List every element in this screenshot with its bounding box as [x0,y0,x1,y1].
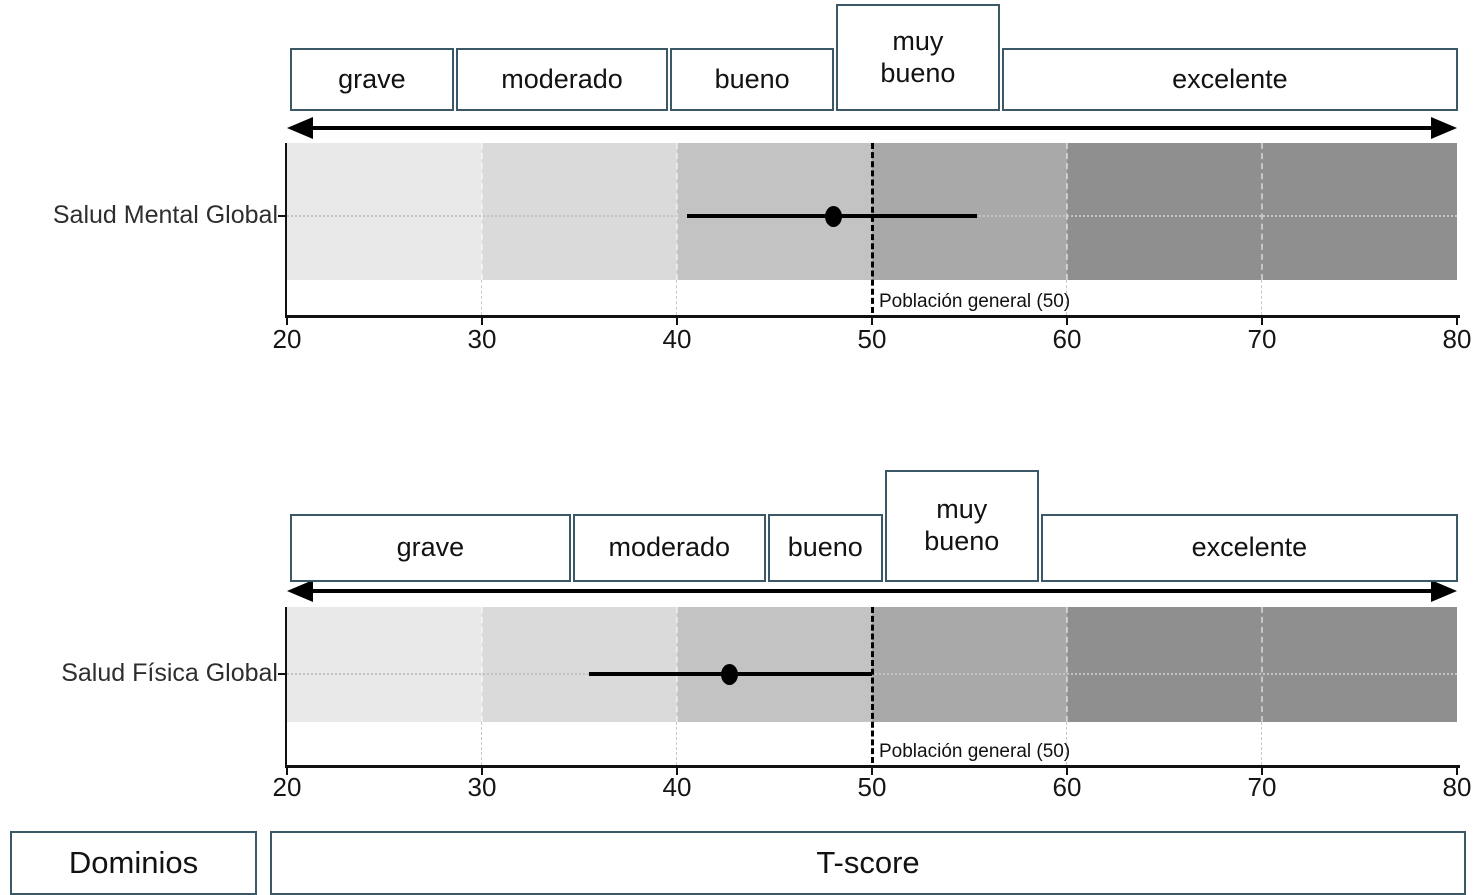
axis-gridline [1261,280,1262,315]
category-label: grave [338,63,406,94]
category-label: bueno [787,532,863,563]
x-axis-tick [481,768,483,775]
axis-gridline [676,280,677,315]
category-label: moderado [501,63,623,94]
category-box-muy-bueno: muy bueno [836,4,1000,111]
x-axis-tick-label: 20 [272,324,302,354]
score-band-segment [482,143,677,280]
band-gridline [676,607,678,722]
category-box-moderado: moderado [455,48,669,111]
category-label: excelente [1191,532,1308,563]
axis-gridline [676,722,677,765]
x-axis-tick [1456,318,1458,325]
point-marker [721,663,739,685]
row-label: Salud Física Global [61,659,278,687]
category-box-grave: grave [290,514,571,582]
tscore-axis-title-box: T-score [270,831,1466,895]
dominios-box: Dominios [10,831,257,895]
category-box-excelente: excelente [1040,514,1458,582]
band-gridline [481,143,483,280]
arrowhead-right-icon [1431,117,1457,139]
x-axis-line [285,315,1460,318]
category-label: muy bueno [924,494,1000,556]
tscore-label: T-score [816,845,920,880]
category-box-grave: grave [290,48,454,111]
category-label: bueno [714,63,790,94]
reference-line-label: Población general (50) [879,741,1071,762]
x-axis-tick-label: 40 [662,772,692,802]
band-gridline [676,143,678,280]
y-axis-tick [278,215,285,217]
x-axis-tick [1066,768,1068,775]
axis-gridline [481,722,482,765]
arrowhead-right-icon [1431,580,1457,602]
reference-line [870,607,874,763]
score-band-segment [677,143,872,280]
band-gridline [1066,143,1068,280]
x-axis-tick-label: 40 [662,324,692,354]
category-label: moderado [608,532,731,563]
x-axis-tick [676,768,678,775]
x-axis-tick-label: 80 [1442,324,1472,354]
score-band-segment [677,607,872,722]
band-gridline [1261,143,1263,280]
category-box-moderado: moderado [572,514,766,582]
category-box-muy-bueno: muy bueno [884,470,1039,582]
x-axis-tick-label: 50 [857,772,887,802]
score-band-segment [872,143,1067,280]
x-axis-tick [1066,318,1068,325]
x-axis-tick [286,318,288,325]
axis-gridline [1066,280,1067,315]
x-axis-tick-label: 60 [1052,772,1082,802]
x-axis-tick-label: 70 [1247,772,1277,802]
band-gridline [481,607,483,722]
score-band-segment [287,143,482,280]
reference-line [870,143,874,313]
dominios-label: Dominios [68,845,199,880]
range-arrow [303,126,1441,130]
category-box-bueno: bueno [670,48,834,111]
x-axis-tick [1261,318,1263,325]
y-axis-spine [285,607,287,765]
category-box-bueno: bueno [767,514,883,582]
range-arrow [303,589,1441,593]
band-gridline [1066,607,1068,722]
score-band-segment [482,607,677,722]
x-axis-tick-label: 80 [1442,772,1472,802]
band-gridline [1261,607,1263,722]
arrowhead-left-icon [287,580,313,602]
x-axis-tick [1456,768,1458,775]
axis-gridline [1066,722,1067,765]
point-marker [824,205,842,227]
axis-gridline [1261,722,1262,765]
score-band-segment [287,607,482,722]
category-box-excelente: excelente [1001,48,1458,111]
x-axis-tick-label: 70 [1247,324,1277,354]
x-axis-tick [286,768,288,775]
x-axis-tick [871,318,873,325]
x-axis-line [285,765,1460,768]
x-axis-tick-label: 30 [467,772,497,802]
axis-gridline [481,280,482,315]
x-axis-tick-label: 20 [272,772,302,802]
y-axis-spine [285,143,287,315]
x-axis-tick [871,768,873,775]
row-label: Salud Mental Global [52,201,278,229]
x-axis-tick-label: 30 [467,324,497,354]
category-label: muy bueno [880,25,956,88]
arrowhead-left-icon [287,117,313,139]
y-axis-tick [278,673,285,675]
x-axis-tick [1261,768,1263,775]
category-label: excelente [1172,63,1288,94]
x-axis-tick-label: 60 [1052,324,1082,354]
category-label: grave [396,532,465,563]
score-band-segment [872,607,1067,722]
x-axis-tick [676,318,678,325]
x-axis-tick [481,318,483,325]
reference-line-label: Población general (50) [879,291,1071,312]
x-axis-tick-label: 50 [857,324,887,354]
